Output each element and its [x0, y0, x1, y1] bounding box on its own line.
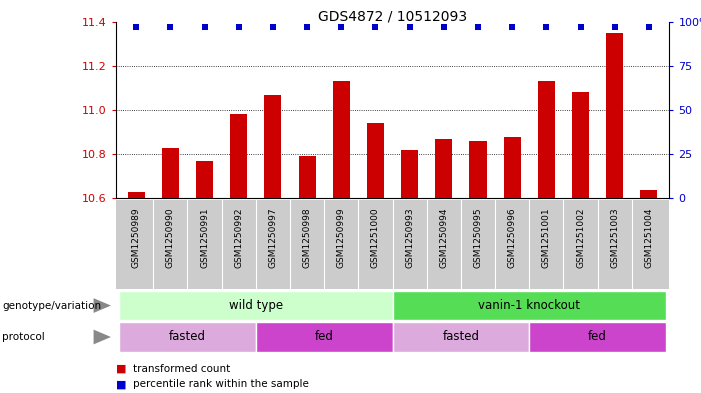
Text: fasted: fasted	[442, 331, 479, 343]
Bar	[230, 114, 247, 198]
Bar	[572, 92, 589, 198]
Text: fed: fed	[315, 331, 334, 343]
Bar	[128, 192, 144, 198]
Text: GSM1251001: GSM1251001	[542, 208, 551, 268]
Bar	[470, 141, 486, 198]
Text: GSM1250995: GSM1250995	[473, 208, 482, 268]
Bar	[538, 81, 555, 198]
Text: ■: ■	[116, 379, 126, 389]
Text: GSM1251004: GSM1251004	[644, 208, 653, 268]
Text: fed: fed	[588, 331, 607, 343]
Bar	[264, 95, 282, 198]
Text: GSM1250993: GSM1250993	[405, 208, 414, 268]
Bar	[119, 322, 256, 352]
Bar	[393, 291, 666, 320]
Text: transformed count: transformed count	[133, 364, 231, 374]
Text: GSM1250991: GSM1250991	[200, 208, 209, 268]
Bar	[256, 322, 393, 352]
Polygon shape	[94, 298, 111, 313]
Bar	[162, 148, 179, 198]
Bar	[529, 322, 666, 352]
Text: GSM1251002: GSM1251002	[576, 208, 585, 268]
Bar	[299, 156, 315, 198]
Polygon shape	[94, 330, 111, 344]
Text: GSM1250994: GSM1250994	[440, 208, 449, 268]
Text: GSM1251003: GSM1251003	[611, 208, 619, 268]
Text: wild type: wild type	[229, 299, 283, 312]
Bar	[367, 123, 384, 198]
Bar	[196, 161, 213, 198]
Text: fasted: fasted	[169, 331, 206, 343]
Bar	[606, 33, 623, 198]
Text: vanin-1 knockout: vanin-1 knockout	[478, 299, 580, 312]
Text: ■: ■	[116, 364, 126, 374]
Text: GSM1250990: GSM1250990	[166, 208, 175, 268]
Text: protocol: protocol	[2, 332, 45, 342]
Text: percentile rank within the sample: percentile rank within the sample	[133, 379, 309, 389]
Bar	[393, 322, 529, 352]
Text: GSM1250998: GSM1250998	[303, 208, 312, 268]
Bar	[119, 291, 393, 320]
Bar	[401, 150, 418, 198]
Text: GSM1250992: GSM1250992	[234, 208, 243, 268]
Text: GSM1250997: GSM1250997	[268, 208, 278, 268]
Text: GSM1250989: GSM1250989	[132, 208, 141, 268]
Text: GSM1250999: GSM1250999	[336, 208, 346, 268]
Text: GSM1250996: GSM1250996	[508, 208, 517, 268]
Text: GDS4872 / 10512093: GDS4872 / 10512093	[318, 10, 467, 24]
Bar	[503, 136, 521, 198]
Bar	[333, 81, 350, 198]
Bar	[641, 189, 658, 198]
Bar	[435, 139, 452, 198]
Text: GSM1251000: GSM1251000	[371, 208, 380, 268]
Text: genotype/variation: genotype/variation	[2, 301, 101, 310]
